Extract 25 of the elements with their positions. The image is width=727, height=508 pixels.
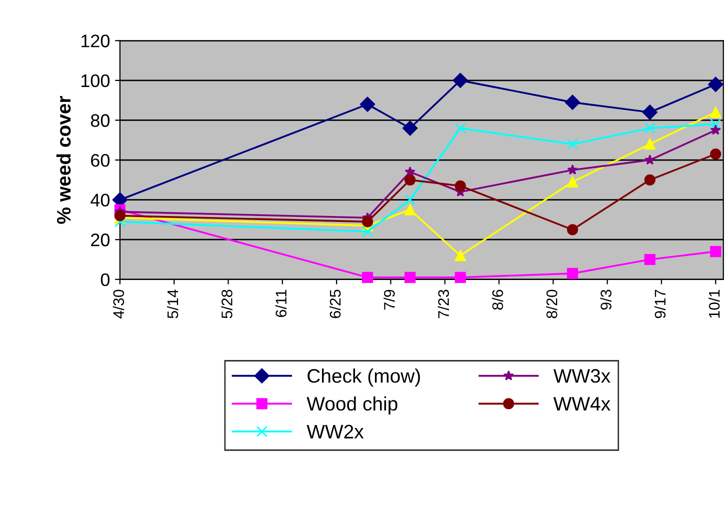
x-tick-label: 9/17 [654, 290, 666, 318]
legend-label: WW3x [553, 369, 610, 383]
x-tick-label: 9/3 [600, 290, 612, 310]
x-tick-label: 5/28 [221, 290, 232, 318]
x-tick-label: 10/1 [708, 290, 720, 318]
y-tick-label: 100 [81, 74, 110, 88]
x-tick-label: 7/23 [438, 290, 449, 318]
legend-label: WW4x [553, 397, 610, 410]
y-tick-label: 20 [91, 234, 110, 246]
legend-label: Wood chip [306, 396, 398, 414]
y-tick-label: 120 [81, 34, 110, 48]
x-tick-label: 6/11 [275, 290, 287, 317]
y-tick-label: 40 [90, 194, 110, 207]
y-tick-label: 80 [90, 114, 110, 127]
x-tick-label: 5/14 [166, 290, 178, 318]
x-tick-label: 7/9 [384, 290, 395, 310]
x-tick-label: 8/6 [492, 290, 504, 310]
legend-label: WW2x [306, 424, 364, 438]
x-tick-label: 4/30 [112, 290, 124, 319]
y-axis-title: % weed cover [56, 96, 71, 224]
legend-label: Check (mow) [308, 368, 420, 387]
x-tick-label: 6/25 [329, 290, 341, 318]
y-tick-label: 60 [91, 154, 110, 167]
y-tick-label: 0 [100, 273, 110, 286]
x-tick-label: 8/20 [546, 290, 558, 318]
